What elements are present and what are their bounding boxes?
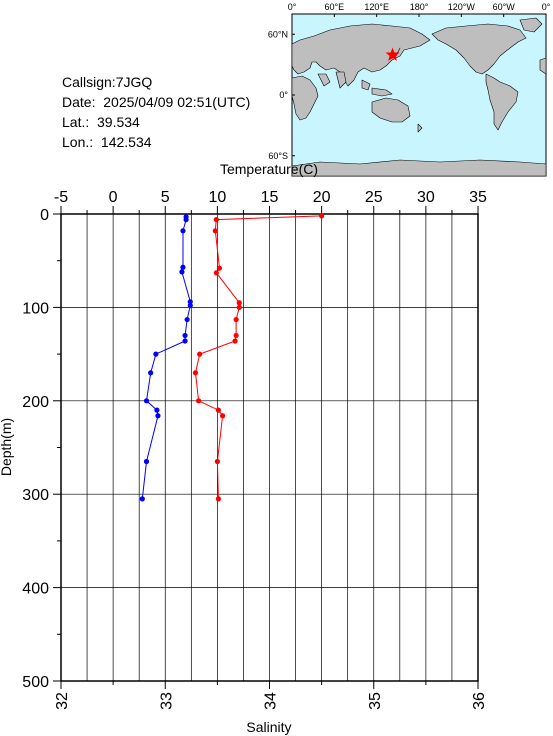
top-tick-label: 25 [365, 189, 383, 206]
y-axis-label: Depth(m) [0, 418, 14, 476]
temperature-point [196, 398, 202, 404]
date-text: Date: 2025/04/09 02:51(UTC) [62, 94, 251, 110]
bottom-tick-label: 33 [158, 692, 175, 710]
temperature-point [214, 458, 220, 465]
salinity-point [180, 264, 186, 270]
temperature-point [236, 304, 242, 310]
salinity-point [182, 338, 188, 344]
temperature-point [192, 370, 199, 376]
station-info: Callsign:7JGQ Date: 2025/04/09 02:51(UTC… [62, 72, 250, 152]
temperature-point [215, 496, 222, 502]
salinity-point [153, 351, 159, 357]
temperature-point [232, 338, 238, 344]
top-tick-label: 5 [161, 189, 170, 206]
y-tick-label: 300 [22, 487, 49, 504]
bottom-tick-label: 34 [263, 692, 280, 710]
top-tick-label: 35 [469, 189, 487, 206]
top-axis-label: Temperature(C) [220, 161, 318, 177]
callsign-text: Callsign:7JGQ [62, 74, 153, 90]
temperature-point [319, 213, 325, 219]
top-tick-label: 20 [313, 189, 331, 206]
top-tick-label: 30 [417, 189, 435, 206]
salinity-point [184, 316, 190, 323]
temperature-point [216, 265, 223, 271]
temperature-point [233, 316, 239, 323]
y-tick-label: 200 [22, 394, 49, 411]
salinity-point [143, 458, 150, 465]
y-tick-label: 500 [22, 674, 49, 691]
salinity-point [154, 407, 160, 413]
bottom-tick-label: 32 [54, 692, 71, 710]
salinity-point [143, 398, 150, 404]
salinity-point [139, 496, 145, 502]
y-tick-label: 100 [22, 300, 49, 317]
temperature-point [233, 332, 239, 339]
salinity-point [182, 332, 188, 339]
temperature-point [197, 351, 203, 357]
top-tick-label: -5 [54, 189, 68, 206]
temperature-point [213, 217, 219, 223]
salinity-point [148, 370, 154, 376]
bottom-tick-label: 36 [471, 692, 488, 710]
temperature-point [236, 300, 242, 306]
latitude-text: Lat.: 39.534 [62, 114, 140, 130]
salinity-point [155, 413, 161, 419]
top-tick-label: 0 [109, 189, 118, 206]
axes: -5 0 5 10 15 20 25 30 35 32 33 34 35 36 0 100 200 300 400 5… [22, 189, 488, 710]
salinity-point [187, 299, 193, 305]
temperature-point [215, 407, 222, 413]
bottom-tick-label: 35 [367, 692, 384, 710]
bottom-axis-label: Salinity [246, 719, 291, 735]
temperature-point [219, 413, 226, 419]
y-tick-label: 0 [40, 207, 49, 224]
top-tick-label: 10 [208, 189, 226, 206]
salinity-point [187, 302, 193, 309]
temperature-point [212, 228, 218, 234]
salinity-point [183, 217, 189, 223]
top-tick-label: 15 [261, 189, 279, 206]
temperature-point [213, 270, 219, 276]
salinity-point [179, 269, 185, 275]
grid [61, 214, 478, 681]
salinity-point [180, 228, 186, 234]
longitude-text: Lon.: 142.534 [62, 134, 152, 150]
y-tick-label: 400 [22, 581, 49, 598]
series [139, 213, 325, 502]
